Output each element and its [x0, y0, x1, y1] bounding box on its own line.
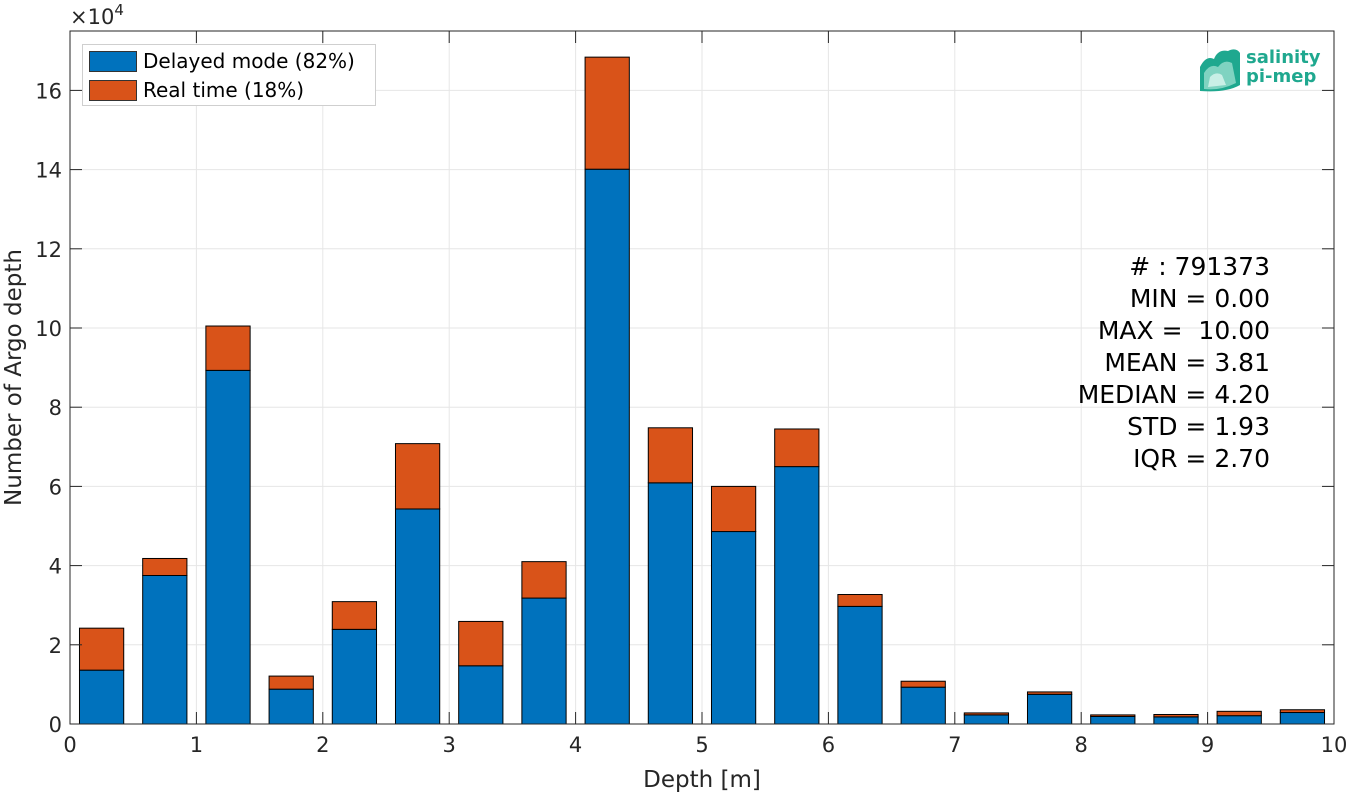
x-tick-label: 5: [695, 733, 708, 757]
bar-real-time: [1153, 713, 1199, 718]
bar-real-time: [900, 680, 946, 688]
statistics-box: # : 791373 MIN = 0.00 MAX = 10.00 MEAN =…: [1078, 251, 1270, 475]
x-tick-labels: 0 1 2 3 4 5 6 7 8 9 10: [63, 733, 1347, 757]
bar-delayed-mode: [900, 686, 946, 725]
bar-delayed-mode: [1279, 712, 1326, 725]
stat-max: MAX = 10.00: [1097, 316, 1270, 345]
bar-delayed-mode: [710, 531, 757, 725]
bar-real-time: [268, 675, 314, 690]
bar-real-time: [1216, 710, 1262, 717]
stat-count: # : 791373: [1129, 252, 1270, 281]
x-tick-label: 0: [63, 733, 76, 757]
bar-delayed-mode: [1153, 716, 1199, 725]
legend-label-delayed: Delayed mode (82%): [143, 49, 355, 73]
y-axis-exponent: ×104: [70, 1, 124, 29]
bar-delayed-mode: [331, 628, 378, 725]
bar-real-time: [1090, 714, 1136, 717]
bar-delayed-mode: [963, 714, 1010, 725]
bar-delayed-mode: [1026, 693, 1073, 725]
y-tick-label: 6: [49, 475, 62, 499]
x-tick-label: 9: [1201, 733, 1214, 757]
y-tick-label: 8: [49, 396, 62, 420]
bar-real-time: [647, 427, 694, 484]
legend-item-delayed: Delayed mode (82%): [89, 49, 355, 73]
y-tick-label: 14: [35, 159, 62, 183]
bar-real-time: [1026, 691, 1073, 695]
legend-label-realtime: Real time (18%): [143, 78, 305, 102]
bar-delayed-mode: [1090, 715, 1136, 725]
bar-real-time: [837, 594, 883, 607]
x-tick-label: 8: [1075, 733, 1088, 757]
y-tick-label: 12: [35, 238, 62, 262]
bar-delayed-mode: [268, 688, 314, 725]
bar-delayed-mode: [142, 575, 188, 725]
x-tick-label: 4: [569, 733, 582, 757]
legend: Delayed mode (82%) Real time (18%): [82, 44, 376, 106]
y-tick-label: 4: [49, 555, 62, 579]
y-exponent-base: ×10: [70, 5, 114, 29]
bar-delayed-mode: [774, 466, 820, 725]
x-tick-label: 1: [190, 733, 203, 757]
y-tick-label: 0: [49, 713, 62, 737]
logo-text-salinity: salinity: [1246, 47, 1321, 68]
stat-std: STD = 1.93: [1127, 412, 1270, 441]
stat-iqr: IQR = 2.70: [1133, 444, 1270, 473]
bar-delayed-mode: [521, 597, 567, 725]
x-tick-label: 3: [443, 733, 456, 757]
bar-delayed-mode: [205, 369, 251, 725]
bar-group: [78, 56, 1326, 725]
bar-real-time: [142, 557, 188, 576]
bar-real-time: [584, 56, 630, 170]
bar-real-time: [205, 325, 251, 371]
y-tick-label: 16: [35, 79, 62, 103]
bar-delayed-mode: [1216, 715, 1262, 725]
x-tick-label: 7: [948, 733, 961, 757]
x-tick-label: 2: [316, 733, 329, 757]
logo-text-pimep: pi-mep: [1246, 66, 1317, 87]
stat-min: MIN = 0.00: [1129, 284, 1270, 313]
y-tick-label: 10: [35, 317, 62, 341]
bar-delayed-mode: [78, 669, 125, 725]
bar-real-time: [774, 428, 820, 468]
bar-real-time: [963, 712, 1010, 716]
stat-median: MEDIAN = 4.20: [1077, 380, 1270, 409]
bar-real-time: [1279, 709, 1326, 714]
y-axis-label: Number of Argo depth: [1, 249, 27, 506]
bar-delayed-mode: [584, 168, 630, 725]
x-tick-label: 10: [1321, 733, 1348, 757]
bar-delayed-mode: [647, 482, 694, 725]
salinity-pimep-logo: salinity pi-mep: [1196, 45, 1328, 93]
bar-real-time: [331, 601, 378, 630]
bar-real-time: [458, 620, 504, 667]
bar-real-time: [710, 485, 757, 533]
legend-item-realtime: Real time (18%): [89, 78, 304, 102]
y-tick-labels: 0 2 4 6 8 10 12 14 16: [35, 79, 62, 737]
x-axis-label: Depth [m]: [643, 767, 761, 793]
legend-swatch-realtime: [89, 79, 137, 101]
x-tick-label: 6: [822, 733, 835, 757]
bar-real-time: [78, 627, 125, 671]
logo-wave-icon: [1200, 49, 1240, 92]
bar-delayed-mode: [458, 665, 504, 725]
bar-delayed-mode: [837, 605, 883, 725]
y-exponent-power: 4: [114, 1, 124, 19]
bar-delayed-mode: [394, 508, 441, 725]
bar-real-time: [394, 443, 441, 510]
stat-mean: MEAN = 3.81: [1104, 348, 1270, 377]
y-tick-label: 2: [49, 634, 62, 658]
legend-swatch-delayed: [89, 50, 137, 72]
bar-real-time: [521, 561, 567, 599]
tick-marks: [69, 31, 1335, 725]
